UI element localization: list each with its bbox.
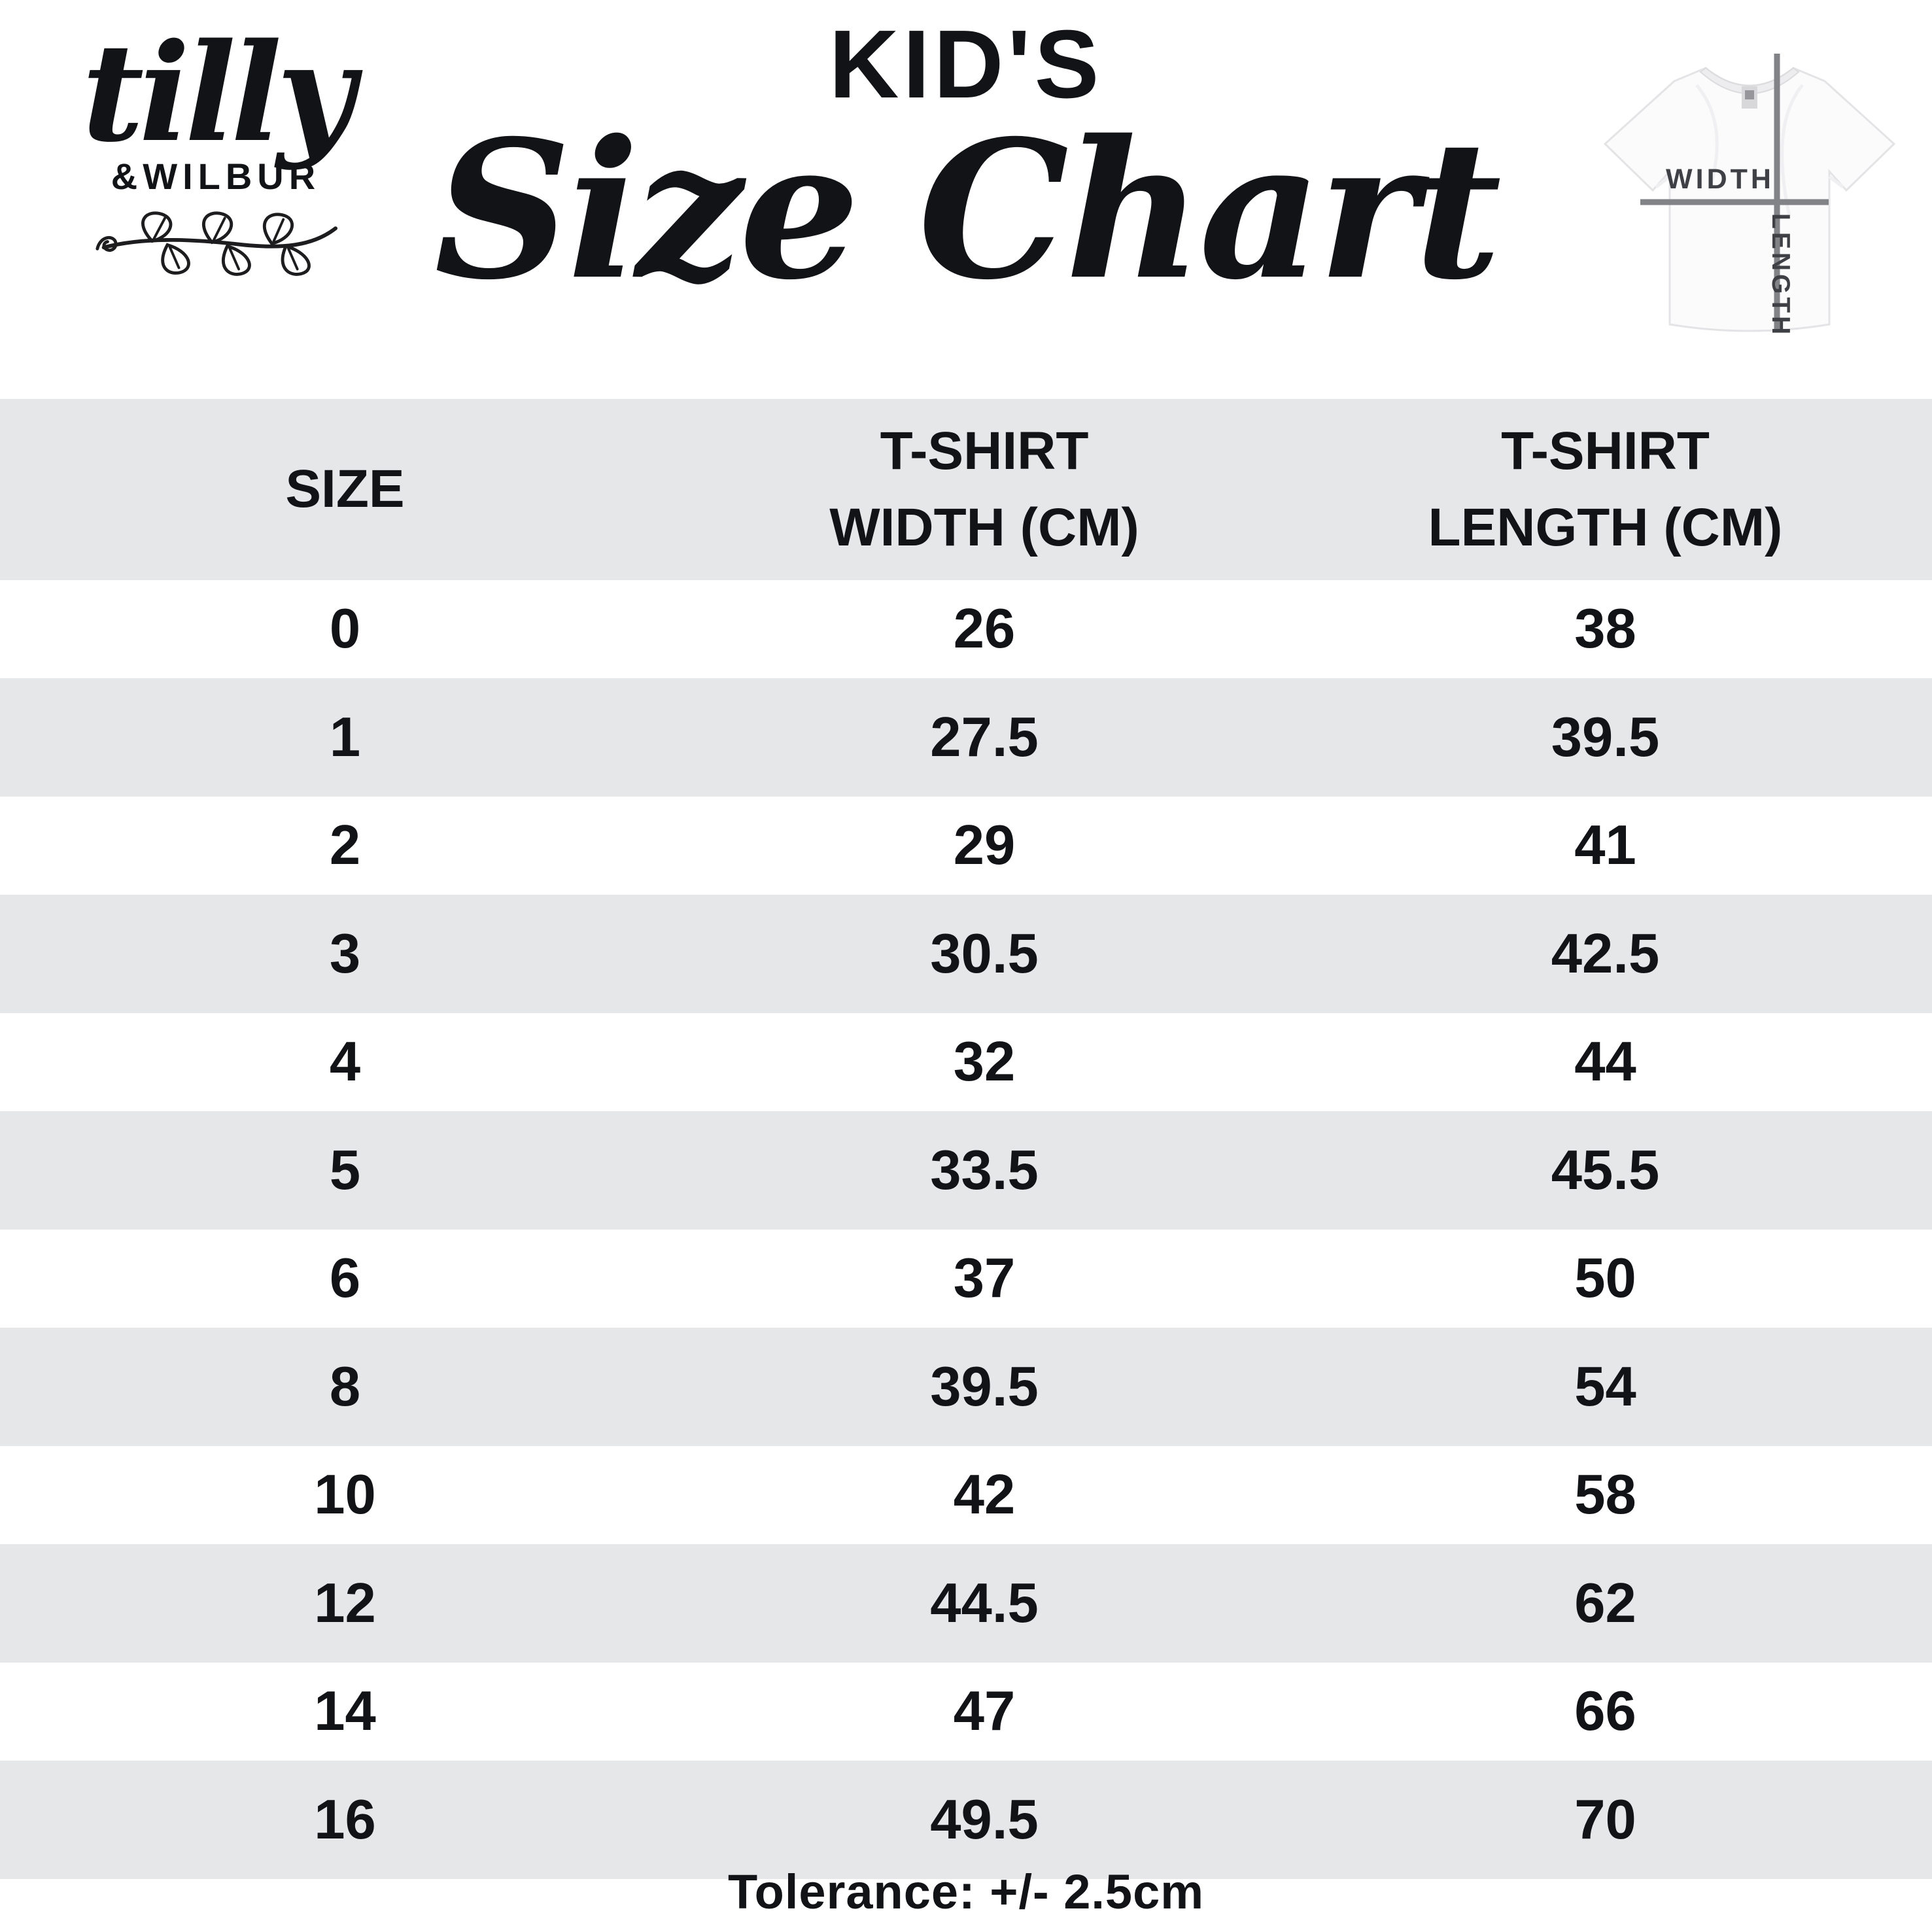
table-row: 1 27.5 39.5: [0, 678, 1932, 797]
table-row: 2 29 41: [0, 797, 1932, 895]
title-kicker: KID'S: [829, 10, 1103, 118]
table-row: 3 30.5 42.5: [0, 895, 1932, 1013]
table-row: 14 47 66: [0, 1663, 1932, 1761]
header-cell-width: T-SHIRT WIDTH (CM): [690, 413, 1279, 566]
cell-size: 10: [314, 1464, 376, 1526]
cell-size: 4: [329, 1031, 361, 1093]
shirt-length-label: LENGTH: [1767, 213, 1795, 337]
header-cell-length: T-SHIRT LENGTH (CM): [1279, 413, 1932, 566]
cell-size: 12: [314, 1572, 376, 1634]
cell-length: 66: [1574, 1680, 1636, 1742]
cell-size: 1: [329, 706, 361, 768]
cell-width: 37: [953, 1247, 1016, 1309]
cell-width: 42: [953, 1464, 1016, 1526]
header-length-line1: T-SHIRT: [1501, 421, 1710, 481]
shirt-width-label: WIDTH: [1666, 164, 1774, 195]
header-width-line2: WIDTH (CM): [829, 497, 1139, 557]
cell-size: 0: [329, 598, 361, 660]
cell-width: 49.5: [930, 1788, 1039, 1851]
cell-length: 50: [1574, 1247, 1636, 1309]
table-header-row: SIZE T-SHIRT WIDTH (CM) T-SHIRT LENGTH (…: [0, 399, 1932, 580]
cell-length: 38: [1574, 598, 1636, 660]
cell-width: 32: [953, 1031, 1016, 1093]
cell-length: 45.5: [1551, 1139, 1660, 1201]
cell-size: 8: [329, 1355, 361, 1418]
tolerance-note: Tolerance: +/- 2.5cm: [727, 1865, 1205, 1919]
cell-width: 30.5: [930, 922, 1039, 985]
cell-length: 58: [1574, 1464, 1636, 1526]
cell-length: 62: [1574, 1572, 1636, 1634]
page-title: Size Chart: [434, 99, 1502, 322]
table-row: 5 33.5 45.5: [0, 1111, 1932, 1230]
cell-length: 70: [1574, 1788, 1636, 1851]
cell-length: 42.5: [1551, 922, 1660, 985]
table-row: 0 26 38: [0, 580, 1932, 678]
cell-width: 26: [953, 598, 1016, 660]
size-table: SIZE T-SHIRT WIDTH (CM) T-SHIRT LENGTH (…: [0, 399, 1932, 1879]
cell-width: 47: [953, 1680, 1016, 1742]
table-row: 12 44.5 62: [0, 1544, 1932, 1663]
cell-length: 44: [1574, 1031, 1636, 1093]
tshirt-diagram-icon: WIDTH LENGTH: [1603, 54, 1896, 337]
cell-width: 29: [953, 814, 1016, 876]
cell-size: 5: [329, 1139, 361, 1201]
cell-width: 33.5: [930, 1139, 1039, 1201]
table-row: 16 49.5 70: [0, 1761, 1932, 1879]
cell-length: 54: [1574, 1355, 1636, 1418]
table-row: 10 42 58: [0, 1446, 1932, 1544]
cell-width: 39.5: [930, 1355, 1039, 1418]
table-row: 8 39.5 54: [0, 1328, 1932, 1446]
table-row: 6 37 50: [0, 1230, 1932, 1328]
cell-length: 39.5: [1551, 706, 1660, 768]
table-body: 0 26 38 1 27.5 39.5 2 29 41 3 30.5 42.5 4 32 44 5 33.5 45…: [0, 580, 1932, 1879]
header-size-line1: SIZE: [285, 459, 405, 519]
table-row: 4 32 44: [0, 1013, 1932, 1111]
cell-size: 6: [329, 1247, 361, 1309]
title-block: KID'S Size Chart: [0, 9, 1932, 311]
cell-width: 44.5: [930, 1572, 1039, 1634]
brand-name-script: tilly: [82, 14, 355, 172]
cell-width: 27.5: [930, 706, 1039, 768]
header-length-line2: LENGTH (CM): [1428, 497, 1783, 557]
cell-size: 16: [314, 1788, 376, 1851]
cell-size: 3: [329, 922, 361, 985]
cell-size: 2: [329, 814, 361, 876]
brand-name-caps: &WILBUR: [111, 155, 321, 197]
cell-size: 14: [314, 1680, 376, 1742]
brand-logo: tilly &WILBUR: [73, 14, 358, 280]
cell-length: 41: [1574, 814, 1636, 876]
header-width-line1: T-SHIRT: [880, 421, 1089, 481]
laurel-branch-icon: [95, 211, 338, 276]
header-cell-size: SIZE: [0, 451, 690, 527]
